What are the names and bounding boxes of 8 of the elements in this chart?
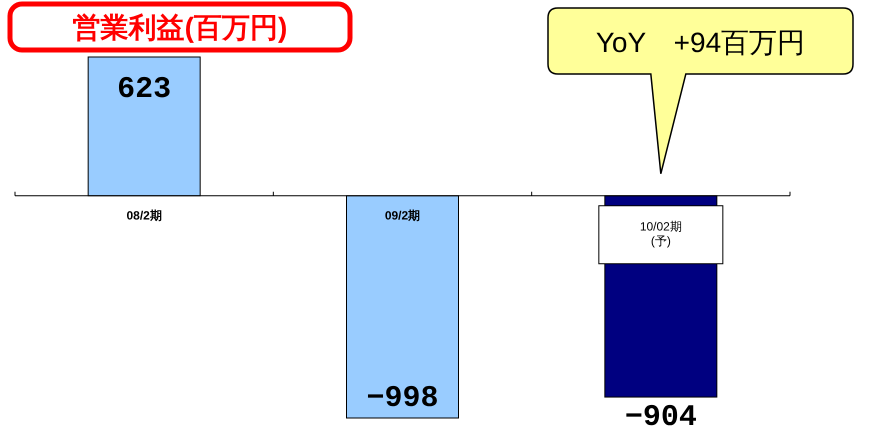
data-label: 623 <box>117 73 172 107</box>
x-tick-label: 10/02期 (予) <box>640 220 682 248</box>
x-tick-label: 09/2期 <box>384 208 420 223</box>
annotation: YoY +94百万円 <box>596 27 806 58</box>
data-label: −998 <box>366 382 439 416</box>
x-tick-label: 08/2期 <box>126 208 162 223</box>
chart-title: 営業利益(百万円) <box>72 12 288 43</box>
data-label: −904 <box>624 401 697 436</box>
